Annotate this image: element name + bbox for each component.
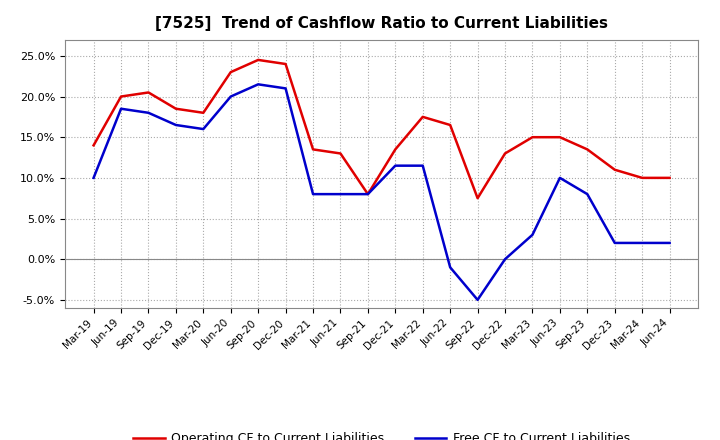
Operating CF to Current Liabilities — [144, 90, 153, 95]
Free CF to Current Liabilities — [446, 265, 454, 270]
Title: [7525]  Trend of Cashflow Ratio to Current Liabilities: [7525] Trend of Cashflow Ratio to Curren… — [155, 16, 608, 32]
Free CF to Current Liabilities — [144, 110, 153, 115]
Operating CF to Current Liabilities — [583, 147, 592, 152]
Free CF to Current Liabilities — [556, 175, 564, 180]
Operating CF to Current Liabilities — [500, 151, 509, 156]
Free CF to Current Liabilities — [418, 163, 427, 169]
Free CF to Current Liabilities — [364, 191, 372, 197]
Operating CF to Current Liabilities — [446, 122, 454, 128]
Free CF to Current Liabilities — [89, 175, 98, 180]
Free CF to Current Liabilities — [665, 240, 674, 246]
Free CF to Current Liabilities — [226, 94, 235, 99]
Operating CF to Current Liabilities — [336, 151, 345, 156]
Free CF to Current Liabilities — [473, 297, 482, 303]
Operating CF to Current Liabilities — [665, 175, 674, 180]
Operating CF to Current Liabilities — [364, 191, 372, 197]
Operating CF to Current Liabilities — [418, 114, 427, 120]
Free CF to Current Liabilities — [500, 257, 509, 262]
Operating CF to Current Liabilities — [89, 143, 98, 148]
Free CF to Current Liabilities — [117, 106, 125, 111]
Operating CF to Current Liabilities — [528, 135, 537, 140]
Operating CF to Current Liabilities — [171, 106, 180, 111]
Free CF to Current Liabilities — [254, 82, 263, 87]
Operating CF to Current Liabilities — [391, 147, 400, 152]
Free CF to Current Liabilities — [611, 240, 619, 246]
Operating CF to Current Liabilities — [611, 167, 619, 172]
Line: Free CF to Current Liabilities: Free CF to Current Liabilities — [94, 84, 670, 300]
Operating CF to Current Liabilities — [638, 175, 647, 180]
Free CF to Current Liabilities — [309, 191, 318, 197]
Operating CF to Current Liabilities — [117, 94, 125, 99]
Free CF to Current Liabilities — [336, 191, 345, 197]
Free CF to Current Liabilities — [528, 232, 537, 238]
Free CF to Current Liabilities — [282, 86, 290, 91]
Free CF to Current Liabilities — [391, 163, 400, 169]
Operating CF to Current Liabilities — [199, 110, 207, 115]
Legend: Operating CF to Current Liabilities, Free CF to Current Liabilities: Operating CF to Current Liabilities, Fre… — [128, 427, 635, 440]
Operating CF to Current Liabilities — [226, 70, 235, 75]
Free CF to Current Liabilities — [638, 240, 647, 246]
Operating CF to Current Liabilities — [254, 57, 263, 62]
Operating CF to Current Liabilities — [556, 135, 564, 140]
Free CF to Current Liabilities — [171, 122, 180, 128]
Free CF to Current Liabilities — [199, 126, 207, 132]
Free CF to Current Liabilities — [583, 191, 592, 197]
Line: Operating CF to Current Liabilities: Operating CF to Current Liabilities — [94, 60, 670, 198]
Operating CF to Current Liabilities — [282, 61, 290, 66]
Operating CF to Current Liabilities — [473, 195, 482, 201]
Operating CF to Current Liabilities — [309, 147, 318, 152]
